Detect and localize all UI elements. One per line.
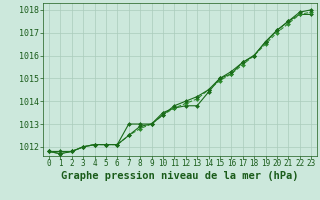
X-axis label: Graphe pression niveau de la mer (hPa): Graphe pression niveau de la mer (hPa) <box>61 171 299 181</box>
